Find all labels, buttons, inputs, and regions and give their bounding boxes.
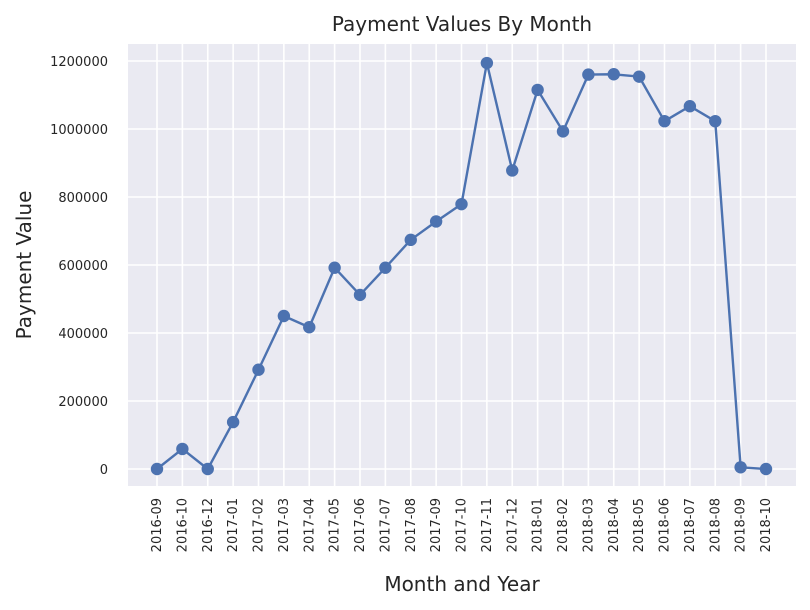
x-tick-label: 2017-08 — [404, 498, 419, 552]
x-tick-label: 2016-09 — [150, 498, 165, 552]
x-tick-label: 2017-04 — [302, 498, 317, 552]
x-tick-label: 2017-07 — [378, 498, 393, 552]
data-point — [506, 164, 518, 176]
data-point — [582, 68, 594, 80]
x-tick-label: 2018-02 — [556, 498, 571, 552]
data-point — [760, 463, 772, 475]
y-tick-label: 200000 — [58, 395, 108, 410]
data-point — [151, 463, 163, 475]
x-tick-label: 2017-03 — [277, 498, 292, 552]
y-tick-label: 1200000 — [50, 55, 108, 70]
x-tick-label: 2018-05 — [632, 498, 647, 552]
y-tick-label: 1000000 — [50, 123, 108, 138]
data-point — [684, 100, 696, 112]
y-tick-label: 600000 — [58, 259, 108, 274]
x-tick-label: 2018-03 — [581, 498, 596, 552]
x-tick-label: 2018-01 — [531, 498, 546, 552]
x-tick-label: 2017-06 — [353, 498, 368, 552]
data-point — [176, 443, 188, 455]
x-tick-label: 2016-10 — [175, 498, 190, 552]
x-tick-label: 2018-04 — [607, 498, 622, 552]
y-tick-label: 800000 — [58, 191, 108, 206]
y-axis-ticks: 0 200000 400000 600000 800000 1000000 1200000 — [50, 55, 108, 478]
data-point — [379, 262, 391, 274]
x-tick-label: 2017-10 — [455, 498, 470, 552]
data-point — [709, 115, 721, 127]
data-point — [557, 125, 569, 137]
data-point — [633, 70, 645, 82]
data-point — [658, 115, 670, 127]
x-tick-label: 2017-05 — [328, 498, 343, 552]
x-tick-label: 2017-11 — [480, 498, 495, 552]
x-tick-label: 2017-12 — [505, 498, 520, 552]
x-tick-label: 2017-01 — [226, 498, 241, 552]
x-tick-label: 2018-06 — [658, 498, 673, 552]
x-tick-label: 2018-09 — [734, 498, 749, 552]
x-tick-label: 2017-02 — [252, 498, 267, 552]
data-point — [252, 364, 264, 376]
data-point — [481, 57, 493, 69]
data-point — [531, 84, 543, 96]
y-axis-label: Payment Value — [12, 191, 36, 340]
data-point — [354, 289, 366, 301]
data-point — [405, 234, 417, 246]
y-tick-label: 0 — [100, 463, 108, 478]
x-tick-label: 2018-08 — [708, 498, 723, 552]
x-tick-label: 2018-07 — [683, 498, 698, 552]
data-point — [278, 310, 290, 322]
data-point — [202, 463, 214, 475]
data-point — [328, 262, 340, 274]
data-point — [455, 198, 467, 210]
y-tick-label: 400000 — [58, 327, 108, 342]
data-point — [303, 321, 315, 333]
x-axis-ticks: 2016-09 2016-10 2016-12 2017-01 2017-02 2017-… — [150, 498, 774, 552]
data-point — [430, 215, 442, 227]
x-axis-label: Month and Year — [384, 572, 540, 596]
data-point — [227, 416, 239, 428]
x-tick-label: 2016-12 — [201, 498, 216, 552]
x-tick-label: 2017-09 — [429, 498, 444, 552]
x-tick-label: 2018-10 — [759, 498, 774, 552]
data-point — [734, 461, 746, 473]
data-point — [608, 68, 620, 80]
chart-title: Payment Values By Month — [332, 12, 592, 36]
